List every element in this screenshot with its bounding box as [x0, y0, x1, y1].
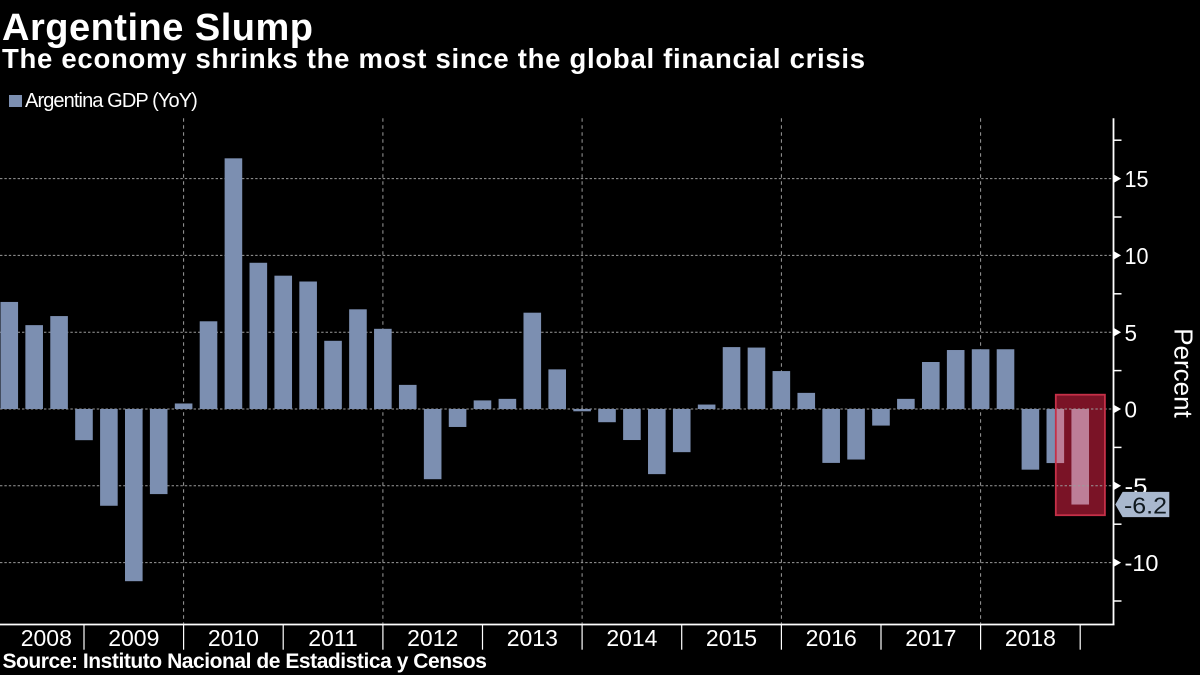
- svg-text:2012: 2012: [407, 625, 458, 651]
- svg-text:0: 0: [1125, 397, 1138, 423]
- svg-text:2015: 2015: [706, 625, 757, 651]
- svg-text:2014: 2014: [606, 625, 657, 651]
- svg-text:-6.2: -6.2: [1124, 492, 1167, 518]
- svg-text:2009: 2009: [108, 625, 159, 651]
- svg-text:2017: 2017: [905, 625, 956, 651]
- svg-text:2018: 2018: [1005, 625, 1056, 651]
- svg-text:5: 5: [1125, 320, 1138, 346]
- svg-text:-10: -10: [1125, 550, 1159, 576]
- svg-text:2010: 2010: [208, 625, 259, 651]
- svg-text:Percent: Percent: [1169, 328, 1199, 418]
- svg-text:2016: 2016: [806, 625, 857, 651]
- svg-text:2013: 2013: [507, 625, 558, 651]
- svg-text:2008: 2008: [21, 625, 72, 651]
- svg-text:15: 15: [1125, 166, 1149, 192]
- svg-text:2011: 2011: [308, 625, 357, 651]
- svg-text:10: 10: [1125, 243, 1149, 269]
